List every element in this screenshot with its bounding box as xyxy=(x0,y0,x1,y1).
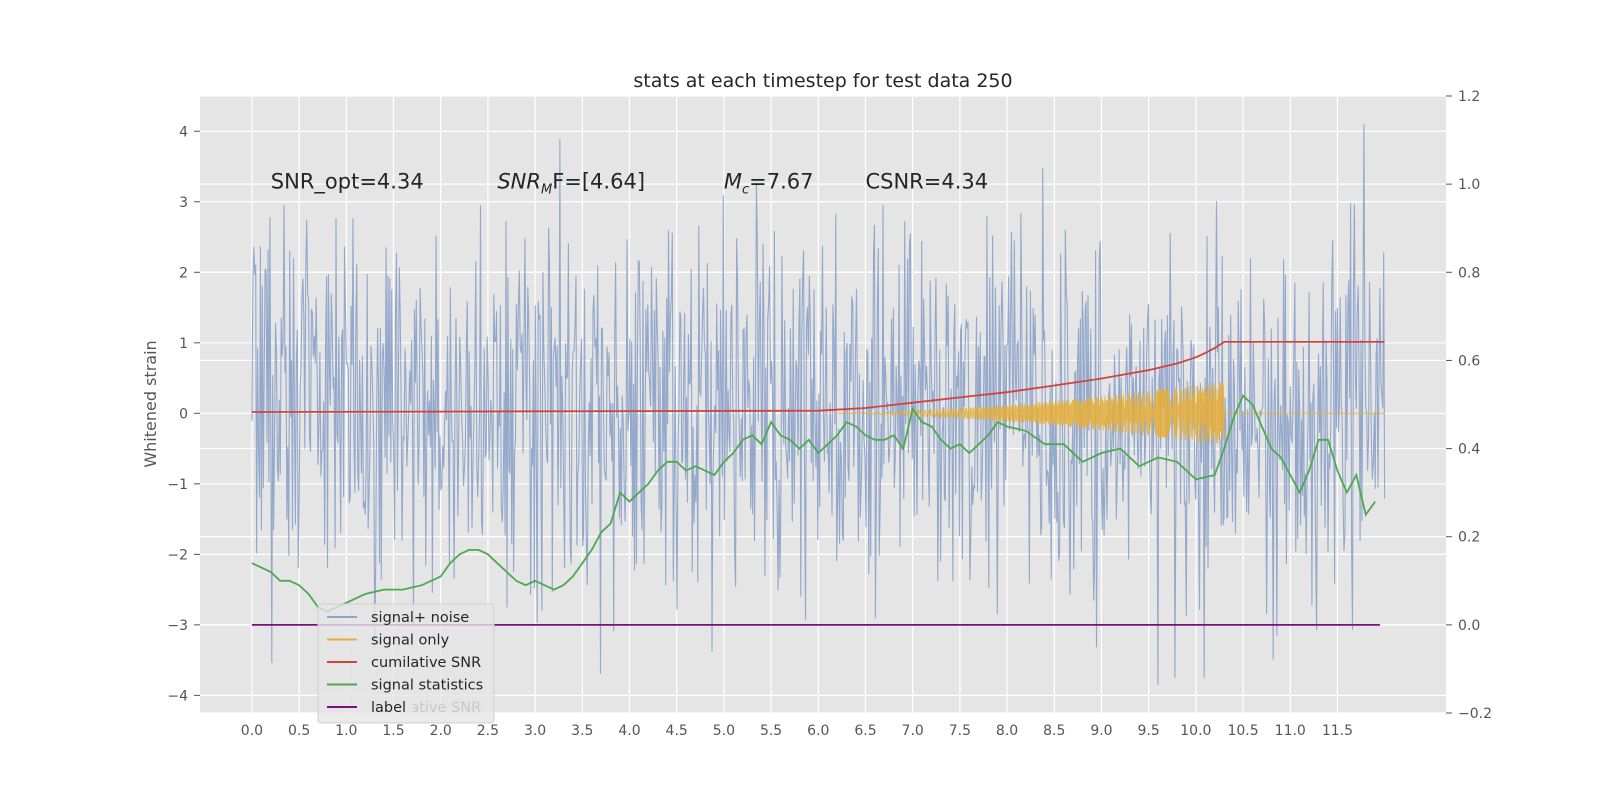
y-tick-label-right: 0.4 xyxy=(1458,442,1480,458)
y-tick-label-right: 0.8 xyxy=(1458,265,1480,281)
legend-label: label xyxy=(371,700,406,716)
series-signal-noise-line xyxy=(251,124,1386,685)
y-tick-label-left: −4 xyxy=(167,688,188,704)
x-tick-label: 1.5 xyxy=(382,723,404,739)
annotations-layer: SNR_opt=4.34 SNRMF=[4.64] Mc=7.67 CSNR=4.34 xyxy=(271,170,988,198)
legend-ghost-text: cumilative SNR xyxy=(371,700,481,716)
annotation-symbol: SNR xyxy=(497,170,541,194)
y-tick-label-left: 2 xyxy=(179,265,188,281)
x-tick-label: 0.5 xyxy=(288,723,310,739)
y-tick-label-right: 0.0 xyxy=(1458,618,1480,634)
legend-label: signal only xyxy=(371,633,450,649)
x-tick-label: 9.0 xyxy=(1090,723,1112,739)
chart-title: stats at each timestep for test data 250 xyxy=(633,70,1012,92)
x-tick-label: 3.0 xyxy=(524,723,546,739)
axes-layer: 0.0 0.5 1.0 1.5 2.0 2.5 3.0 3.5 4.0 4.5 5.0 5.5 6.0 6… xyxy=(167,89,1492,739)
x-tick-label: 5.5 xyxy=(760,723,782,739)
annotation-subscript: M xyxy=(541,183,552,198)
x-tick-label: 8.5 xyxy=(1043,723,1065,739)
x-tick-label: 3.5 xyxy=(571,723,593,739)
annotation-1: SNRMF=[4.64] xyxy=(497,170,645,198)
x-tick-label: 6.0 xyxy=(807,723,829,739)
y-tick-label-right: 0.6 xyxy=(1458,353,1480,369)
y-tick-label-left: 4 xyxy=(179,124,188,140)
annotation-value: F=[4.64] xyxy=(552,170,645,194)
x-tick-label: 2.0 xyxy=(430,723,452,739)
y-tick-label-left: 1 xyxy=(179,336,188,352)
y-tick-label-right: −0.2 xyxy=(1458,706,1492,722)
y-tick-label-left: 3 xyxy=(179,195,188,211)
legend: signal+ noise signal only cumilative SNR si… xyxy=(317,603,495,724)
x-tick-label: 10.0 xyxy=(1180,723,1211,739)
annotation-0: SNR_opt=4.34 xyxy=(271,170,424,195)
x-tick-label: 10.5 xyxy=(1227,723,1258,739)
x-tick-label: 4.0 xyxy=(618,723,640,739)
legend-label: signal statistics xyxy=(371,678,483,694)
y-tick-label-right: 1.0 xyxy=(1458,177,1480,193)
y-tick-label-left: −1 xyxy=(167,477,188,493)
y-tick-label-left: 0 xyxy=(179,406,188,422)
series-signal-only-line xyxy=(837,381,1385,444)
x-tick-label: 0.0 xyxy=(241,723,263,739)
x-tick-label: 9.5 xyxy=(1138,723,1160,739)
annotation-2: Mc=7.67 xyxy=(724,170,814,198)
y-tick-label-right: 1.2 xyxy=(1458,89,1480,105)
annotation-value: =7.67 xyxy=(749,170,813,194)
series-cumilative-snr-line xyxy=(251,341,1385,413)
y-tick-label-right: 0.2 xyxy=(1458,530,1480,546)
x-tick-label: 8.0 xyxy=(996,723,1018,739)
y-tick-label-left: −3 xyxy=(167,618,188,634)
x-tick-label: 1.0 xyxy=(335,723,357,739)
annotation-subscript: c xyxy=(742,183,749,198)
x-tick-label: 7.0 xyxy=(902,723,924,739)
annotation-3: CSNR=4.34 xyxy=(865,170,988,194)
x-tick-label: 6.5 xyxy=(854,723,876,739)
series-signal-statistics-line xyxy=(251,394,1376,613)
annotation-symbol: M xyxy=(724,170,742,194)
y-tick-label-left: −2 xyxy=(167,547,188,563)
x-tick-label: 2.5 xyxy=(477,723,499,739)
legend-label: signal+ noise xyxy=(371,610,469,626)
x-tick-label: 11.5 xyxy=(1322,723,1353,739)
x-tick-label: 4.5 xyxy=(666,723,688,739)
legend-label: cumilative SNR xyxy=(371,655,481,671)
x-tick-label: 5.0 xyxy=(713,723,735,739)
x-tick-label: 11.0 xyxy=(1275,723,1306,739)
x-tick-label: 7.5 xyxy=(949,723,971,739)
y-axis-label: Whitened strain xyxy=(141,340,160,467)
legend-box xyxy=(317,603,495,724)
